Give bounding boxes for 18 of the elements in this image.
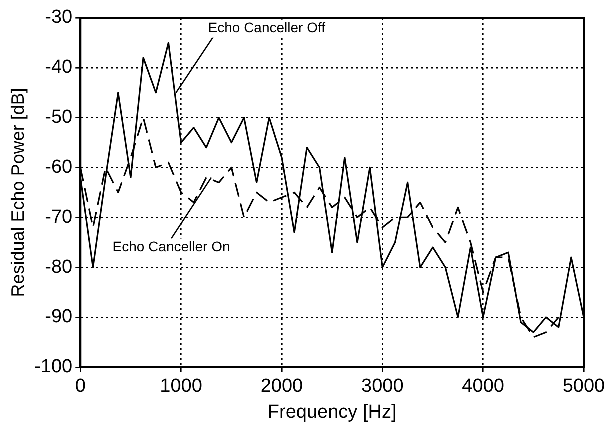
y-tick-label: -90	[45, 306, 73, 328]
x-tick-label: 2000	[260, 376, 304, 398]
x-tick-label: 1000	[160, 376, 202, 398]
x-tick-label: 4000	[462, 376, 504, 398]
x-tick-label: 5000	[562, 376, 606, 398]
y-tick-label: -70	[45, 206, 73, 228]
x-tick-label: 0	[75, 376, 86, 398]
y-tick-label: -50	[45, 107, 73, 128]
y-tick-label: -40	[45, 57, 73, 78]
y-tick-label: -100	[34, 356, 73, 378]
annotation: Echo Canceller Off	[208, 20, 326, 36]
y-tick-label: -80	[45, 256, 73, 278]
y-axis-title: Residual Echo Power [dB]	[8, 88, 28, 298]
annotation: Echo Canceller On	[112, 238, 230, 255]
x-axis-title: Frequency [Hz]	[268, 402, 397, 423]
y-tick-label: -60	[45, 156, 73, 178]
x-tick-label: 3000	[362, 376, 404, 398]
y-tick-label: -30	[45, 7, 73, 28]
